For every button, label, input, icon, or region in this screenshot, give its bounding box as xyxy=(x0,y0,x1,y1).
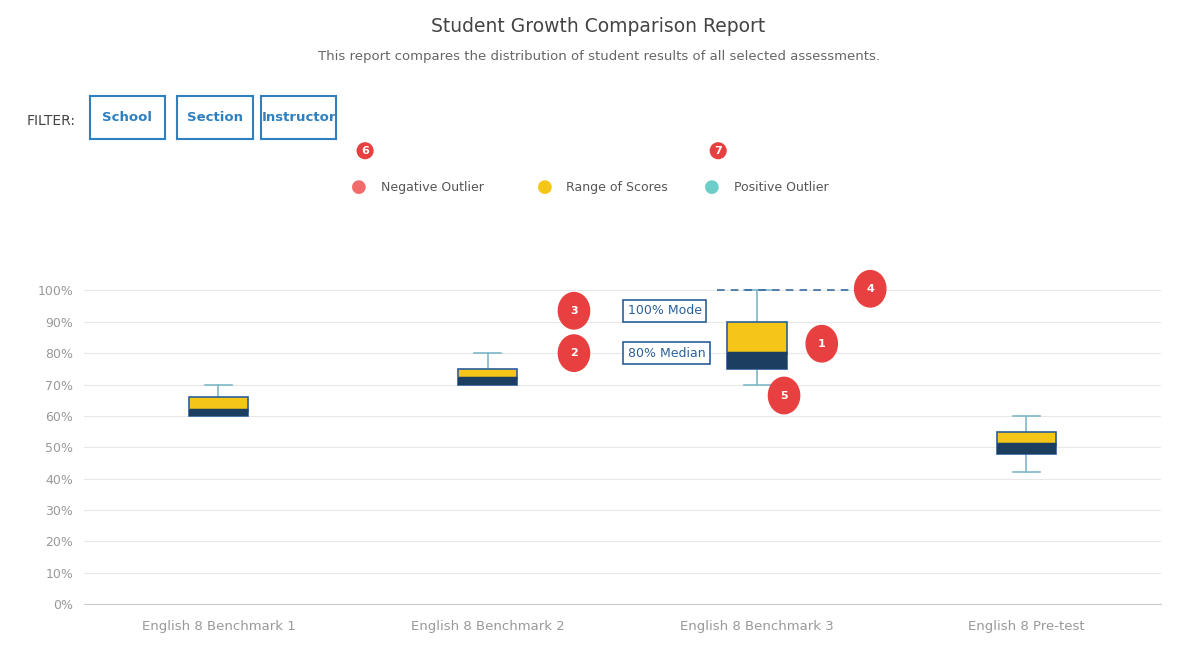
Text: Instructor: Instructor xyxy=(261,112,336,124)
Text: School: School xyxy=(103,112,152,124)
Text: 3: 3 xyxy=(570,305,578,316)
Text: ●: ● xyxy=(704,178,721,197)
Text: 5: 5 xyxy=(780,390,788,400)
Bar xyxy=(189,410,248,416)
Text: 1: 1 xyxy=(818,339,826,349)
Text: 100% Mode: 100% Mode xyxy=(627,304,701,317)
Bar xyxy=(458,369,517,384)
Bar xyxy=(189,397,248,416)
Text: 7: 7 xyxy=(715,145,722,156)
Circle shape xyxy=(558,335,590,371)
Text: FILTER:: FILTER: xyxy=(26,114,75,128)
Bar xyxy=(728,322,786,369)
Circle shape xyxy=(855,270,886,307)
Text: 4: 4 xyxy=(867,284,874,293)
Text: Range of Scores: Range of Scores xyxy=(566,181,668,194)
Text: 2: 2 xyxy=(570,348,578,358)
Text: This report compares the distribution of student results of all selected assessm: This report compares the distribution of… xyxy=(317,50,880,63)
Text: Section: Section xyxy=(187,112,243,124)
Bar xyxy=(458,378,517,384)
Circle shape xyxy=(768,377,800,414)
Text: ●: ● xyxy=(536,178,553,197)
Text: Positive Outlier: Positive Outlier xyxy=(734,181,828,194)
Text: 80% Median: 80% Median xyxy=(627,347,705,360)
Circle shape xyxy=(558,293,590,329)
Bar xyxy=(997,444,1056,454)
Bar xyxy=(728,353,786,369)
Text: ●: ● xyxy=(351,178,367,197)
Text: Negative Outlier: Negative Outlier xyxy=(381,181,484,194)
Bar xyxy=(997,432,1056,454)
Text: 6: 6 xyxy=(361,145,369,156)
Circle shape xyxy=(806,325,838,362)
Text: Student Growth Comparison Report: Student Growth Comparison Report xyxy=(431,17,766,36)
